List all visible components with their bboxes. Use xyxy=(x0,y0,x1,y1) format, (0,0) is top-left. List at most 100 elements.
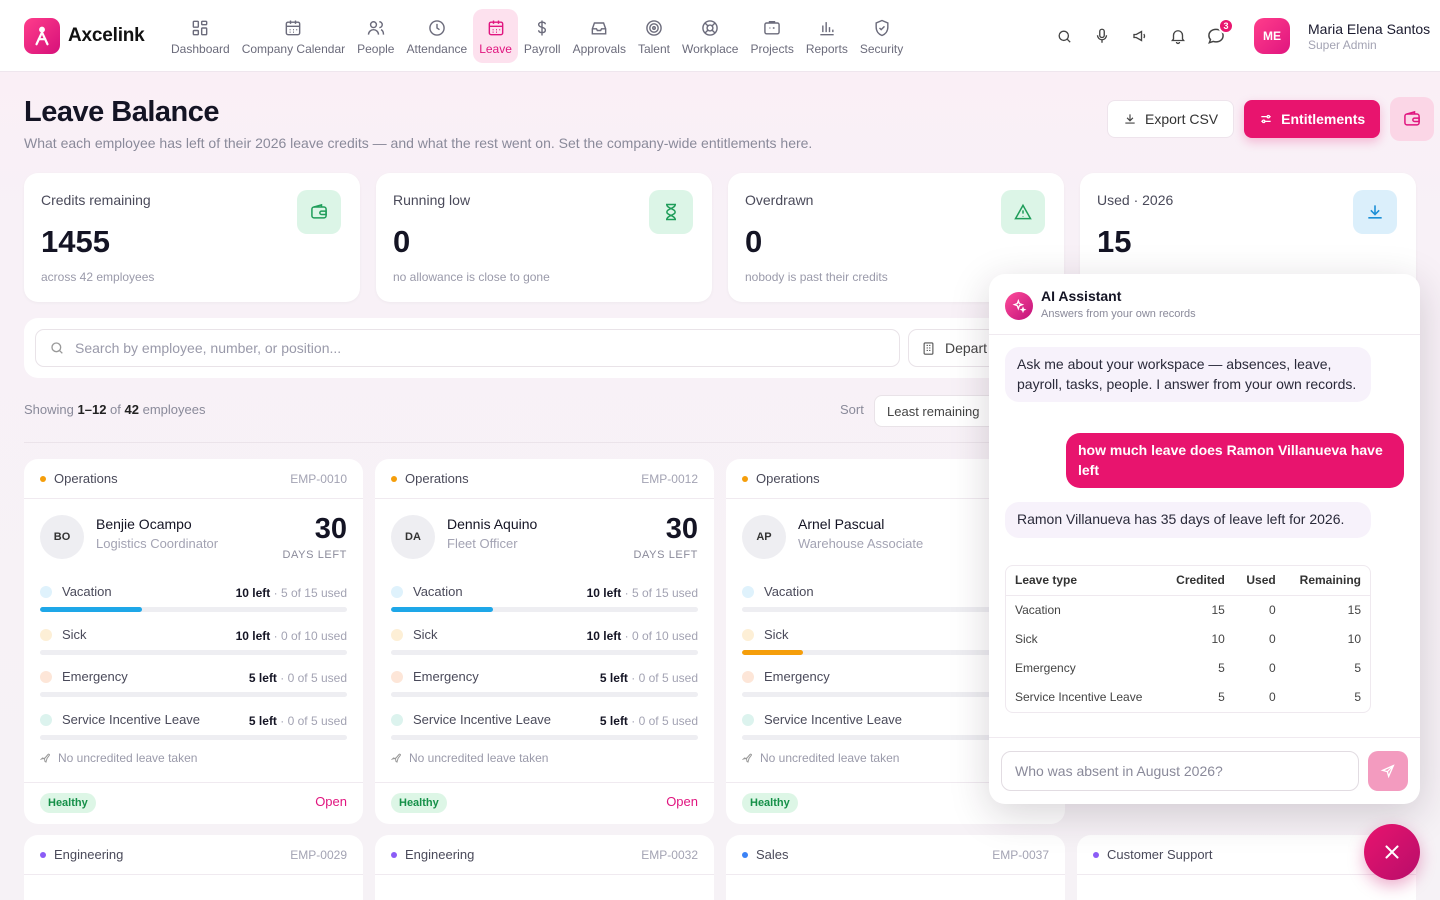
employee-card[interactable]: Engineering EMP-0032 xyxy=(375,835,714,900)
employee-info: DA Dennis Aquino Fleet Officer 30 DAYS L… xyxy=(375,499,714,573)
bar-chart-icon xyxy=(817,16,837,40)
status-badge: Healthy xyxy=(40,793,96,813)
showing-of: of xyxy=(110,402,121,417)
employee-card-header: Operations xyxy=(726,459,1065,499)
leave-type-name: Emergency xyxy=(413,669,479,684)
leave-type-name: Emergency xyxy=(62,669,128,684)
table-cell: 0 xyxy=(1269,689,1276,704)
stat-note: nobody is past their credits xyxy=(745,270,888,284)
leave-balance: 5 left · 0 of 5 used xyxy=(600,671,698,685)
nav-item-reports[interactable]: Reports xyxy=(800,9,854,63)
employee-card[interactable]: Customer Support EMP xyxy=(1077,835,1416,900)
employee-card-footer: Healthy Open xyxy=(24,782,363,824)
table-row: Sick 10 0 10 xyxy=(1006,624,1370,653)
ai-assistant-panel: AI Assistant Answers from your own recor… xyxy=(989,274,1420,804)
uncredited-note: No uncredited leave taken xyxy=(391,751,548,765)
stat-note: across 42 employees xyxy=(41,270,155,284)
department-name: Operations xyxy=(405,471,469,486)
user-meta[interactable]: Maria Elena Santos Super Admin xyxy=(1308,21,1430,52)
table-header: Credited xyxy=(1162,566,1234,596)
nav-item-payroll[interactable]: Payroll xyxy=(518,9,567,63)
leave-left: 5 left xyxy=(248,713,277,728)
leave-row: Sick 10 left · 0 of 10 used xyxy=(24,624,363,667)
nav-item-approvals[interactable]: Approvals xyxy=(567,9,632,63)
leave-list: Vacation 10 left · 5 of 15 used Sick 10 … xyxy=(24,573,363,751)
employee-number: EMP-0010 xyxy=(290,471,347,486)
user-message: how much leave does Ramon Villanueva hav… xyxy=(1066,433,1404,488)
ai-assistant-subtitle: Answers from your own records xyxy=(1041,308,1196,320)
ai-assistant-title: AI Assistant xyxy=(1041,288,1122,304)
table-cell: 5 xyxy=(1354,660,1361,675)
search-icon xyxy=(49,340,65,356)
employee-card[interactable]: Operations EMP-0012 DA Dennis Aquino Fle… xyxy=(375,459,714,824)
export-csv-button[interactable]: Export CSV xyxy=(1107,100,1235,138)
stat-card-overdrawn: Overdrawn 0 nobody is past their credits xyxy=(728,173,1064,302)
bell-icon[interactable] xyxy=(1164,16,1192,56)
leave-type-name: Service Incentive Leave xyxy=(62,711,201,727)
leave-progress-bar xyxy=(391,607,698,612)
employee-card[interactable]: Sales EMP-0037 xyxy=(726,835,1065,900)
employee-card[interactable]: Operations EMP-0010 BO Benjie Ocampo Log… xyxy=(24,459,363,824)
hourglass-icon xyxy=(649,190,693,234)
department-name: Operations xyxy=(54,471,118,486)
status-badge: Healthy xyxy=(391,793,447,813)
microphone-icon[interactable] xyxy=(1088,16,1116,56)
leave-type-dot xyxy=(391,671,403,683)
leave-used: · 5 of 15 used xyxy=(624,586,698,600)
nav-label: Workplace xyxy=(682,42,739,56)
department-name: Customer Support xyxy=(1107,847,1213,862)
nav-item-dashboard[interactable]: Dashboard xyxy=(165,9,236,63)
plane-icon xyxy=(391,752,403,764)
table-header: Used xyxy=(1233,566,1285,596)
employee-card[interactable]: Engineering EMP-0029 xyxy=(24,835,363,900)
close-assistant-button[interactable] xyxy=(1364,824,1420,880)
nav-item-leave[interactable]: Leave xyxy=(473,9,518,63)
sliders-icon xyxy=(1259,112,1273,126)
nav-item-company-calendar[interactable]: Company Calendar xyxy=(236,9,351,63)
leave-type-dot xyxy=(742,628,754,641)
leave-type-name: Service Incentive Leave xyxy=(413,711,552,727)
leave-progress-bar xyxy=(391,649,698,655)
nav-item-security[interactable]: Security xyxy=(854,9,909,63)
stat-card-running-low: Running low 0 no allowance is close to g… xyxy=(376,173,712,302)
wallet-icon xyxy=(297,190,341,234)
calendar-icon xyxy=(283,16,303,40)
user-name: Maria Elena Santos xyxy=(1308,20,1431,37)
search-input[interactable]: Search by employee, number, or position.… xyxy=(35,329,900,367)
nav-item-workplace[interactable]: Workplace xyxy=(676,9,744,63)
chat-icon[interactable]: 3 xyxy=(1202,16,1234,56)
table-cell: 10 xyxy=(1211,631,1225,646)
wallet-button[interactable] xyxy=(1390,97,1435,141)
nav-label: Projects xyxy=(750,42,794,56)
leave-left: 5 left xyxy=(599,713,628,728)
megaphone-icon[interactable] xyxy=(1126,16,1154,56)
stat-card-credits-remaining: Credits remaining 1455 across 42 employe… xyxy=(24,173,360,302)
search-icon[interactable] xyxy=(1050,16,1078,56)
ai-chat-input[interactable] xyxy=(1001,751,1359,791)
nav-item-people[interactable]: People xyxy=(351,9,400,63)
send-button[interactable] xyxy=(1368,751,1408,791)
notification-badge: 3 xyxy=(1218,18,1234,34)
department-label: Depart xyxy=(945,340,988,356)
user-avatar[interactable]: ME xyxy=(1254,18,1290,54)
entitlements-button[interactable]: Entitlements xyxy=(1244,100,1381,138)
leave-progress-bar xyxy=(40,692,347,697)
nav-item-projects[interactable]: Projects xyxy=(744,9,799,63)
leave-progress-bar xyxy=(742,649,1049,655)
open-link[interactable]: Open xyxy=(666,794,698,809)
open-link[interactable]: Open xyxy=(315,794,347,809)
sort-select[interactable]: Least remaining xyxy=(874,395,1004,427)
leave-type-dot xyxy=(742,586,754,598)
stat-label: Credits remaining xyxy=(41,192,151,208)
brand[interactable]: Axcelink xyxy=(24,18,145,54)
employee-number: EMP-0029 xyxy=(290,847,347,862)
assistant-message-answer: Ramon Villanueva has 35 days of leave le… xyxy=(1005,502,1371,538)
leave-progress-bar xyxy=(40,649,347,655)
nav-item-attendance[interactable]: Attendance xyxy=(400,9,473,63)
leave-type-name: Vacation xyxy=(413,584,463,599)
department-dot xyxy=(40,851,46,858)
folder-icon xyxy=(762,16,782,40)
nav-item-talent[interactable]: Talent xyxy=(632,9,676,63)
employee-name: Dennis Aquino xyxy=(447,516,538,532)
sort-label: Sort xyxy=(840,402,864,417)
